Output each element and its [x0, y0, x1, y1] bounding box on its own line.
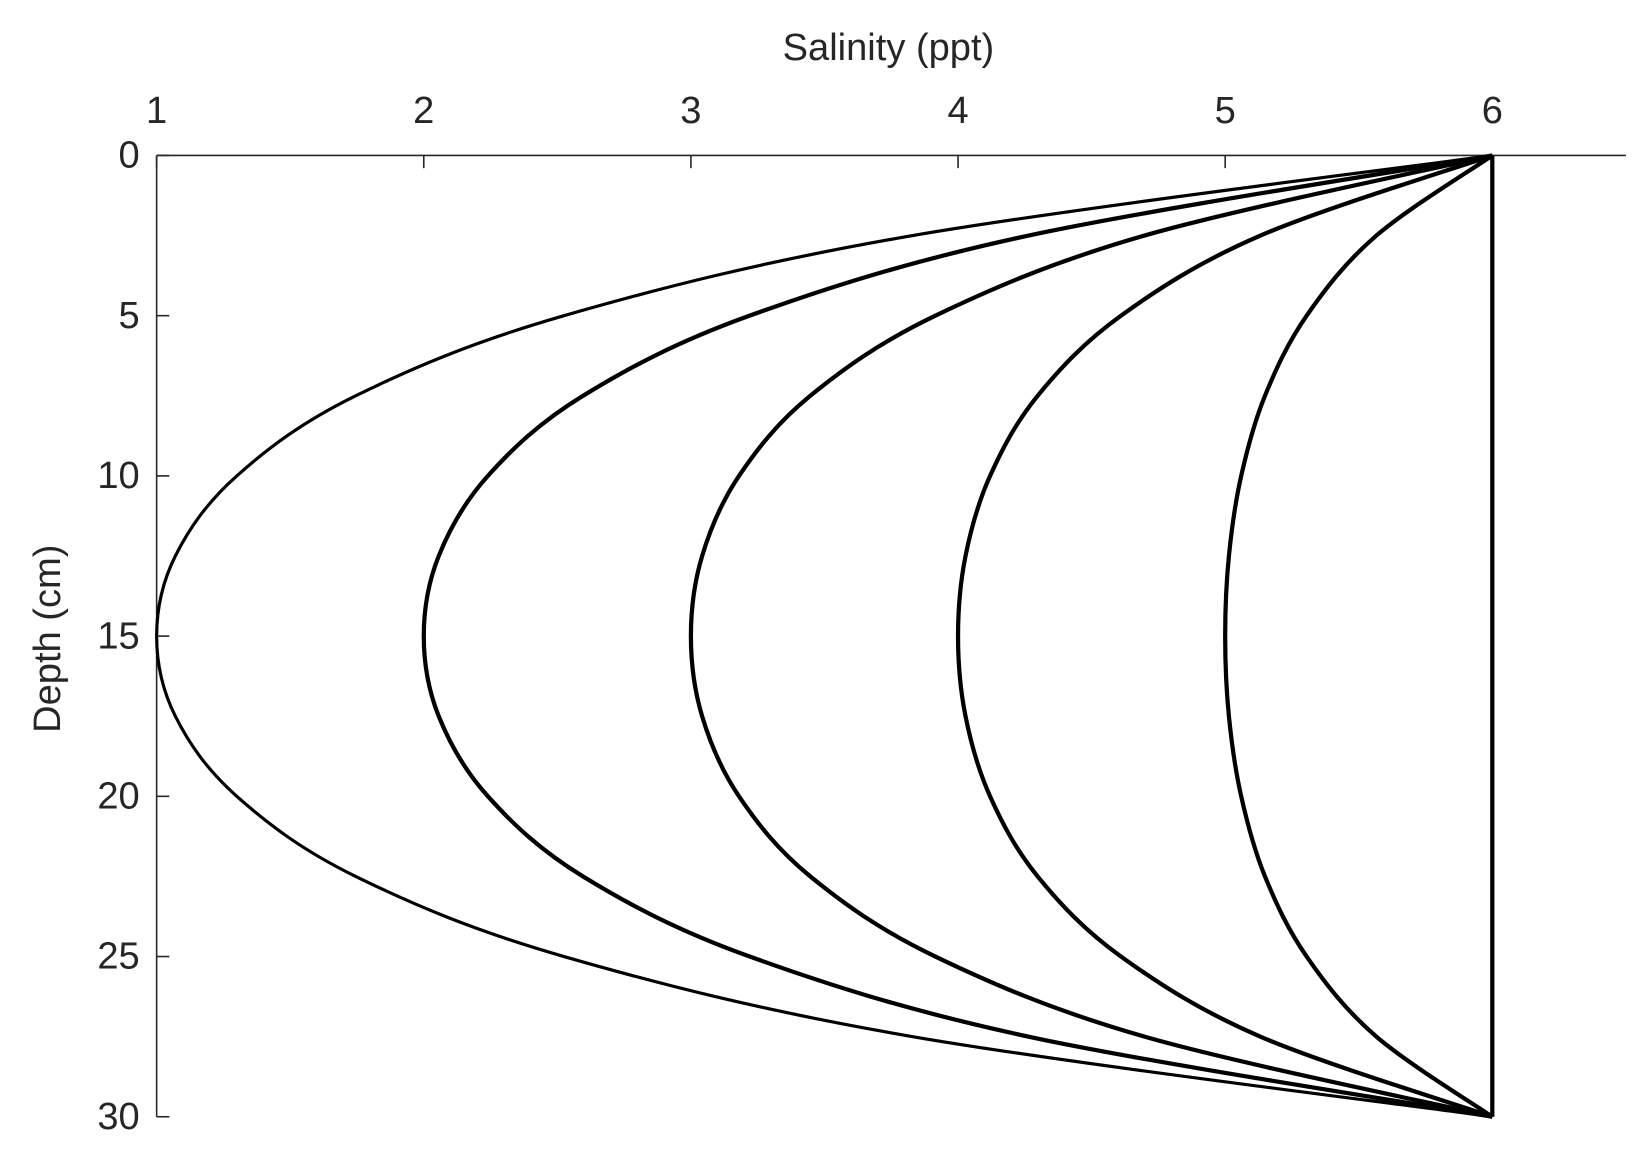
- x-tick-label: 5: [1215, 90, 1236, 132]
- x-tick-label: 6: [1482, 90, 1503, 132]
- x-tick-label: 2: [413, 90, 434, 132]
- x-tick-label: 4: [947, 90, 968, 132]
- profile-line: [421, 153, 1493, 1119]
- y-tick-label: 10: [97, 455, 139, 497]
- profile-line: [688, 153, 1493, 1119]
- y-tick-label: 30: [97, 1096, 139, 1138]
- x-axis-label: Salinity (ppt): [783, 27, 995, 69]
- profile-line: [1223, 153, 1494, 1119]
- x-tick-label: 3: [680, 90, 701, 132]
- y-tick-label: 5: [119, 295, 140, 337]
- profile-line: [955, 153, 1493, 1119]
- x-tick-label: 1: [146, 90, 167, 132]
- y-axis-label: Depth (cm): [27, 545, 69, 733]
- y-tick-label: 0: [119, 135, 140, 177]
- profile-line: [155, 153, 1493, 1119]
- y-tick-label: 20: [97, 776, 139, 818]
- y-tick-label: 15: [97, 615, 139, 657]
- y-tick-label: 25: [97, 936, 139, 978]
